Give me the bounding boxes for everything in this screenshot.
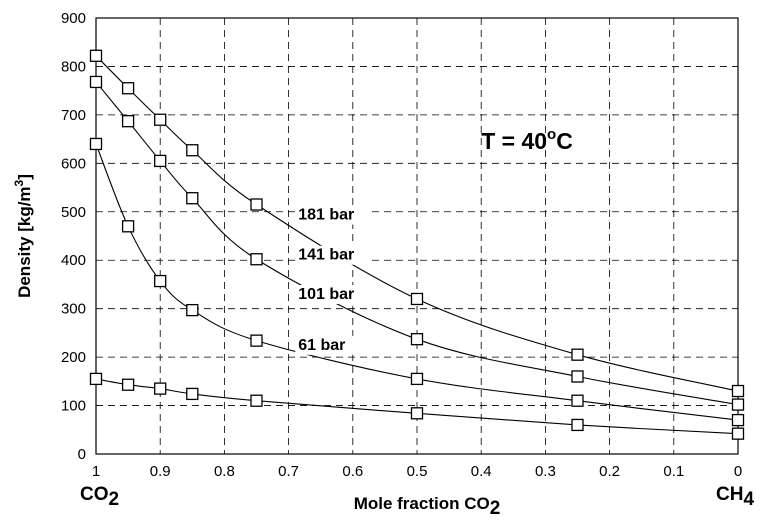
data-point-marker xyxy=(89,49,103,62)
data-point-marker xyxy=(410,333,424,346)
x-tick-label: 0.4 xyxy=(471,463,492,480)
x-tick-label: 0.3 xyxy=(535,463,556,480)
y-tick-label: 500 xyxy=(61,204,86,221)
series-141-bar xyxy=(89,75,745,411)
data-point-marker xyxy=(571,348,584,361)
y-axis-title: Density [kg/m3] xyxy=(12,174,34,298)
y-tick-label: 800 xyxy=(61,58,86,75)
series-group xyxy=(89,49,745,440)
data-point-marker xyxy=(250,253,263,266)
data-point-marker xyxy=(571,394,584,407)
y-tick-label: 200 xyxy=(61,349,86,366)
x-tick-label: 0.6 xyxy=(342,463,363,480)
data-point-marker xyxy=(121,82,135,95)
data-point-marker xyxy=(186,144,199,157)
series-label: 61 bar xyxy=(298,337,345,354)
y-tick-label: 700 xyxy=(61,107,86,124)
series-labels: 181 bar 141 bar 101 bar 61 bar xyxy=(295,205,368,355)
plot-frame xyxy=(95,17,739,455)
x-axis-title: Mole fraction CO2 xyxy=(354,494,501,519)
data-point-marker xyxy=(571,418,584,432)
data-point-marker xyxy=(250,198,263,211)
data-point-marker xyxy=(731,427,745,440)
x-right-end-label: CH4 xyxy=(716,484,754,510)
y-tick-label: 0 xyxy=(78,446,86,463)
data-point-marker xyxy=(250,334,263,347)
data-point-marker xyxy=(186,387,199,401)
data-point-marker xyxy=(154,154,167,168)
x-tick-label: 0.1 xyxy=(663,463,684,480)
data-point-marker xyxy=(154,382,167,395)
data-point-marker xyxy=(154,113,167,126)
series-181-bar xyxy=(89,49,745,398)
y-tick-label: 600 xyxy=(61,155,86,172)
series-label-background xyxy=(295,284,368,304)
data-point-marker xyxy=(250,394,263,407)
x-tick-label: 0.5 xyxy=(407,463,428,480)
y-tick-label: 400 xyxy=(61,252,86,269)
data-point-marker xyxy=(154,274,167,288)
temperature-annotation: T = 40oC xyxy=(481,126,573,154)
series-label-background xyxy=(295,335,359,355)
data-point-marker xyxy=(410,372,424,386)
series-label: 181 bar xyxy=(298,207,354,224)
x-left-end-label: CO2 xyxy=(80,484,119,510)
x-tick-label: 0.8 xyxy=(214,463,235,480)
data-point-marker xyxy=(121,220,135,233)
x-tick-label: 0.2 xyxy=(599,463,620,480)
x-tick-label: 0.9 xyxy=(150,463,171,480)
y-tick-label: 300 xyxy=(61,301,86,318)
data-point-marker xyxy=(121,378,135,391)
data-point-marker xyxy=(186,303,199,317)
grid xyxy=(96,18,738,454)
y-tick-label: 100 xyxy=(61,398,86,415)
data-point-marker xyxy=(410,292,424,306)
data-point-marker xyxy=(121,115,135,128)
data-point-marker xyxy=(731,384,745,398)
x-tick-label: 0.7 xyxy=(278,463,299,480)
data-point-marker xyxy=(89,372,103,386)
data-point-marker xyxy=(186,192,199,205)
data-point-marker xyxy=(89,137,103,151)
series-label: 141 bar xyxy=(298,247,354,264)
series-101-bar xyxy=(89,137,745,427)
series-label-background xyxy=(295,245,368,265)
x-tick-label: 0 xyxy=(734,463,742,480)
data-point-marker xyxy=(410,407,424,420)
series-label-background xyxy=(295,205,368,225)
tick-labels: 1 0.9 0.8 0.7 0.6 0.5 0.4 0.3 0.2 0.1 0 0 100 200 300 4… xyxy=(61,10,742,480)
data-point-marker xyxy=(731,398,745,411)
y-tick-label: 900 xyxy=(61,10,86,27)
series-label: 101 bar xyxy=(298,286,354,303)
data-point-marker xyxy=(89,75,103,89)
series-61-bar xyxy=(89,372,745,440)
x-tick-label: 1 xyxy=(92,463,100,480)
data-point-marker xyxy=(731,413,745,427)
data-point-marker xyxy=(571,370,584,383)
